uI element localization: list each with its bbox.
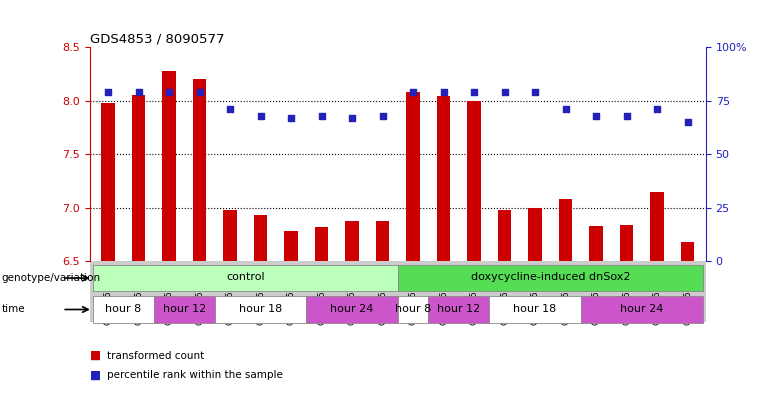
Bar [314, 227, 328, 261]
Bar [154, 296, 214, 323]
Point [682, 119, 694, 125]
Bar [558, 199, 573, 261]
Point [101, 89, 114, 95]
Bar [528, 208, 542, 261]
Text: doxycycline-induced dnSox2: doxycycline-induced dnSox2 [470, 272, 630, 283]
Point [376, 112, 388, 119]
Bar [307, 296, 398, 323]
Point [224, 106, 236, 112]
Point [315, 112, 328, 119]
Text: time: time [2, 305, 25, 314]
Bar [498, 210, 512, 261]
Bar [346, 220, 359, 261]
Bar [162, 71, 176, 261]
Text: hour 12: hour 12 [437, 304, 480, 314]
Bar [223, 210, 237, 261]
Bar [651, 192, 664, 261]
Text: ■: ■ [90, 369, 101, 382]
Bar [428, 296, 489, 323]
Point [285, 115, 297, 121]
Text: hour 18: hour 18 [239, 304, 282, 314]
Bar [398, 265, 703, 291]
Bar [132, 95, 145, 261]
Point [529, 89, 541, 95]
Text: hour 24: hour 24 [331, 304, 374, 314]
Text: GDS4853 / 8090577: GDS4853 / 8090577 [90, 33, 224, 46]
Point [590, 112, 602, 119]
Point [193, 89, 206, 95]
Text: hour 24: hour 24 [620, 304, 664, 314]
Point [620, 112, 633, 119]
Text: transformed count: transformed count [107, 351, 204, 361]
Point [498, 89, 511, 95]
Point [559, 106, 572, 112]
Bar [406, 92, 420, 261]
Bar [193, 79, 207, 261]
Text: ■: ■ [90, 349, 101, 362]
Text: control: control [226, 272, 264, 283]
Bar [489, 296, 581, 323]
Bar [254, 215, 268, 261]
Point [346, 115, 358, 121]
Text: hour 12: hour 12 [163, 304, 206, 314]
Point [438, 89, 450, 95]
Bar [376, 220, 389, 261]
Bar [589, 226, 603, 261]
Text: hour 18: hour 18 [513, 304, 557, 314]
Text: hour 8: hour 8 [105, 304, 141, 314]
Bar [93, 265, 398, 291]
Bar [467, 101, 481, 261]
Bar [620, 225, 633, 261]
Point [407, 89, 420, 95]
Bar [581, 296, 703, 323]
Bar [681, 242, 694, 261]
Point [651, 106, 663, 112]
Point [468, 89, 480, 95]
Bar [93, 296, 154, 323]
Point [163, 89, 176, 95]
Text: hour 8: hour 8 [395, 304, 431, 314]
Bar [398, 296, 428, 323]
Point [254, 112, 267, 119]
Point [133, 89, 145, 95]
Bar [284, 231, 298, 261]
Bar [215, 296, 307, 323]
Bar [437, 96, 450, 261]
Text: genotype/variation: genotype/variation [2, 273, 101, 283]
Bar [101, 103, 115, 261]
Text: percentile rank within the sample: percentile rank within the sample [107, 370, 282, 380]
